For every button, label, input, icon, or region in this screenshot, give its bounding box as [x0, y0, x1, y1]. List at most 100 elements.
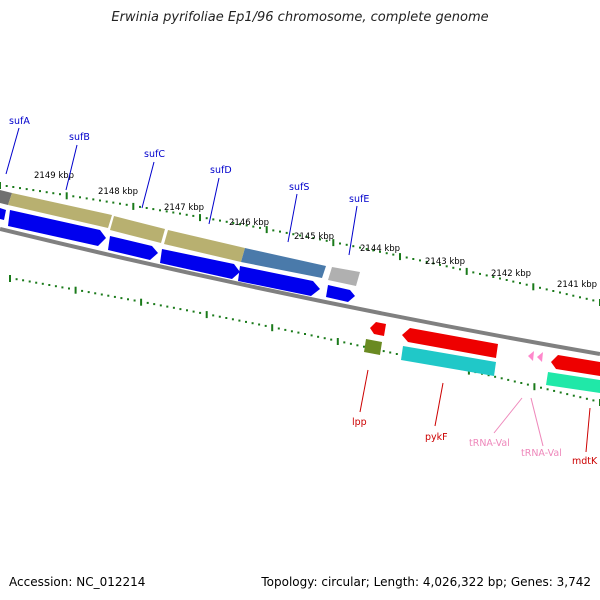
cog-bar-sufS — [241, 248, 326, 278]
gene-label-mdtK: mdtK — [572, 456, 598, 467]
upper-scale-tick — [72, 195, 75, 198]
reverse-strand — [9, 275, 600, 406]
lower-scale-tick — [251, 322, 254, 325]
scale-label: 2141 kbp — [557, 280, 597, 290]
lower-scale-tick — [41, 282, 44, 285]
cds-arrow-sufS — [238, 266, 320, 296]
upper-scale-tick — [425, 260, 428, 263]
upper-scale-tick — [265, 226, 268, 234]
upper-scale-tick — [59, 193, 61, 196]
upper-scale-tick — [539, 286, 541, 289]
upper-scale-tick — [545, 288, 548, 291]
gene-label-sufA: sufA — [9, 116, 30, 127]
upper-scale-tick — [565, 293, 568, 296]
lower-scale-ticks — [9, 275, 600, 406]
genome-backbone — [0, 227, 600, 356]
reverse-gene-labels: lpp pykF tRNA-Val tRNA-Val mdtK — [352, 369, 598, 467]
upper-scale-tick — [319, 238, 321, 241]
cds-arrow-sufD — [160, 249, 240, 279]
gene-label-sufC: sufC — [144, 149, 165, 160]
upper-scale-tick — [465, 267, 468, 275]
lower-scale-tick — [284, 328, 287, 331]
lower-scale-tick — [205, 311, 208, 319]
lower-scale-tick — [212, 314, 215, 317]
upper-scale-ticks — [0, 182, 600, 306]
lower-scale-tick — [140, 298, 143, 306]
upper-scale-tick — [292, 233, 295, 236]
upper-scale-tick — [452, 266, 455, 269]
upper-scale-tick — [152, 208, 155, 211]
lower-scale-tick — [540, 386, 542, 389]
lower-scale-tick — [526, 383, 529, 386]
upper-scale-tick — [39, 190, 41, 193]
scale-label: 2143 kbp — [425, 257, 465, 267]
trna-val-1 — [528, 351, 534, 361]
upper-scale-tick — [592, 299, 595, 302]
upper-scale-tick — [232, 222, 235, 224]
upper-scale-tick — [259, 226, 261, 229]
upper-scale-tick — [519, 282, 521, 285]
upper-scale-tick — [492, 276, 495, 278]
gene-pykF-cog — [401, 346, 496, 376]
leader-line-sufB — [65, 144, 78, 191]
leader-line-sufE — [348, 205, 358, 256]
upper-scale-tick — [332, 239, 335, 247]
scale-label: 2146 kbp — [229, 218, 269, 228]
gene-mdtK-arrow — [551, 355, 600, 376]
lower-scale-tick — [81, 289, 84, 292]
lower-scale-tick — [264, 324, 267, 327]
upper-scale-tick — [285, 231, 288, 234]
lower-scale-tick — [120, 297, 123, 300]
lower-scale-tick — [172, 306, 175, 309]
upper-scale-tick — [212, 218, 215, 221]
lower-scale-tick — [585, 397, 588, 400]
lower-scale-tick — [54, 285, 57, 288]
forward-strand — [0, 182, 600, 306]
lower-scale-tick — [304, 333, 306, 335]
upper-scale-tick — [272, 229, 275, 232]
leader-line-pykF — [434, 382, 444, 427]
upper-scale-tick — [432, 262, 435, 265]
lower-scale-tick — [225, 317, 228, 319]
lower-scale-tick — [199, 311, 202, 314]
upper-scale-tick — [512, 280, 515, 283]
upper-scale-tick — [205, 217, 208, 220]
leader-line-trna-2 — [530, 397, 544, 447]
upper-scale-tick — [305, 235, 308, 238]
leader-line-sufA — [5, 127, 20, 175]
upper-scale-tick — [165, 210, 168, 213]
upper-scale-tick — [445, 265, 448, 268]
cog-bar-sufA — [0, 190, 12, 205]
upper-scale-tick — [552, 290, 555, 292]
lower-scale-tick — [186, 309, 188, 312]
upper-scale-tick — [585, 297, 588, 300]
scale-label: 2149 kbp — [34, 171, 74, 181]
lower-scale-tick — [363, 345, 365, 348]
upper-scale-tick — [32, 189, 35, 192]
gene-label-lpp: lpp — [352, 417, 367, 428]
upper-scale-tick — [192, 214, 195, 217]
accession-label: Accession: NC_012214 — [9, 575, 146, 589]
lower-scale-tick — [317, 335, 320, 338]
upper-scale-tick — [219, 219, 221, 222]
scale-label: 2148 kbp — [98, 187, 138, 197]
lower-scale-tick — [94, 292, 97, 295]
upper-scale-tick — [312, 237, 315, 240]
lower-scale-tick — [74, 286, 77, 294]
lower-scale-tick — [349, 342, 352, 345]
upper-scale-tick — [5, 185, 8, 187]
lower-scale-tick — [271, 324, 274, 332]
scale-label: 2144 kbp — [360, 244, 400, 254]
lower-scale-tick — [100, 293, 103, 296]
upper-scale-tick — [85, 197, 88, 200]
scale-label: 2145 kbp — [294, 232, 334, 242]
upper-scale-tick — [12, 186, 15, 188]
upper-scale-tick — [65, 192, 68, 200]
lower-scale-tick — [159, 304, 162, 307]
upper-scale-tick — [92, 198, 95, 201]
lower-scale-tick — [127, 298, 129, 301]
upper-scale-tick — [145, 207, 148, 209]
lower-scale-tick — [513, 380, 516, 383]
lower-scale-tick — [500, 377, 503, 380]
leader-line-lpp — [359, 369, 369, 413]
